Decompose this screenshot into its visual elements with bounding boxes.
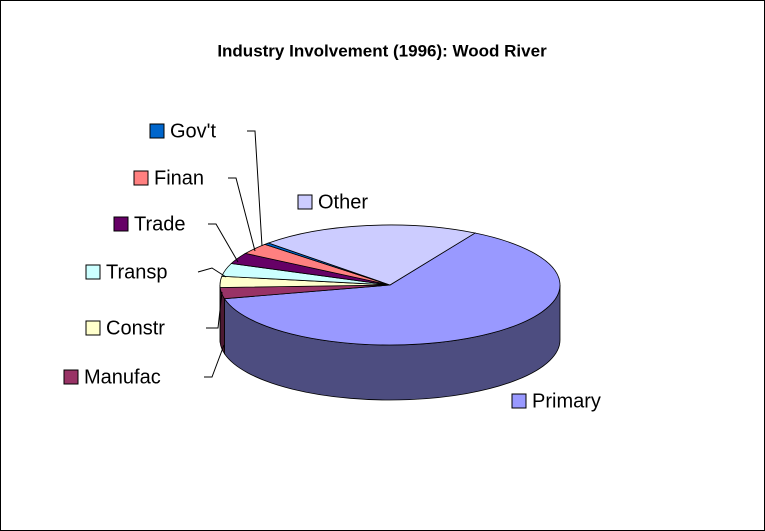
data-label: Trade bbox=[134, 213, 186, 235]
data-label: Constr bbox=[106, 317, 165, 339]
label-swatch bbox=[113, 216, 129, 232]
leader-line bbox=[208, 223, 239, 263]
label-swatch bbox=[297, 194, 313, 210]
leader-line bbox=[228, 177, 256, 252]
leader-line bbox=[204, 344, 225, 378]
data-label: Gov't bbox=[170, 120, 216, 142]
data-label: Other bbox=[318, 191, 368, 213]
data-label: Primary bbox=[532, 390, 601, 412]
label-swatch bbox=[149, 123, 165, 139]
label-swatch bbox=[85, 320, 101, 336]
slice bbox=[223, 232, 561, 346]
data-label: Manufac bbox=[84, 366, 161, 388]
chart-title: Industry Involvement (1996): Wood River bbox=[217, 41, 547, 60]
slice bbox=[267, 224, 477, 286]
label-swatch bbox=[85, 264, 101, 280]
leader-line bbox=[247, 130, 263, 247]
data-label: Transp bbox=[106, 261, 168, 283]
label-swatch bbox=[511, 393, 527, 409]
label-swatch bbox=[63, 369, 79, 385]
leader-line bbox=[206, 291, 223, 329]
leader-line bbox=[197, 267, 227, 278]
label-swatch bbox=[133, 170, 149, 186]
data-label: Finan bbox=[154, 167, 204, 189]
